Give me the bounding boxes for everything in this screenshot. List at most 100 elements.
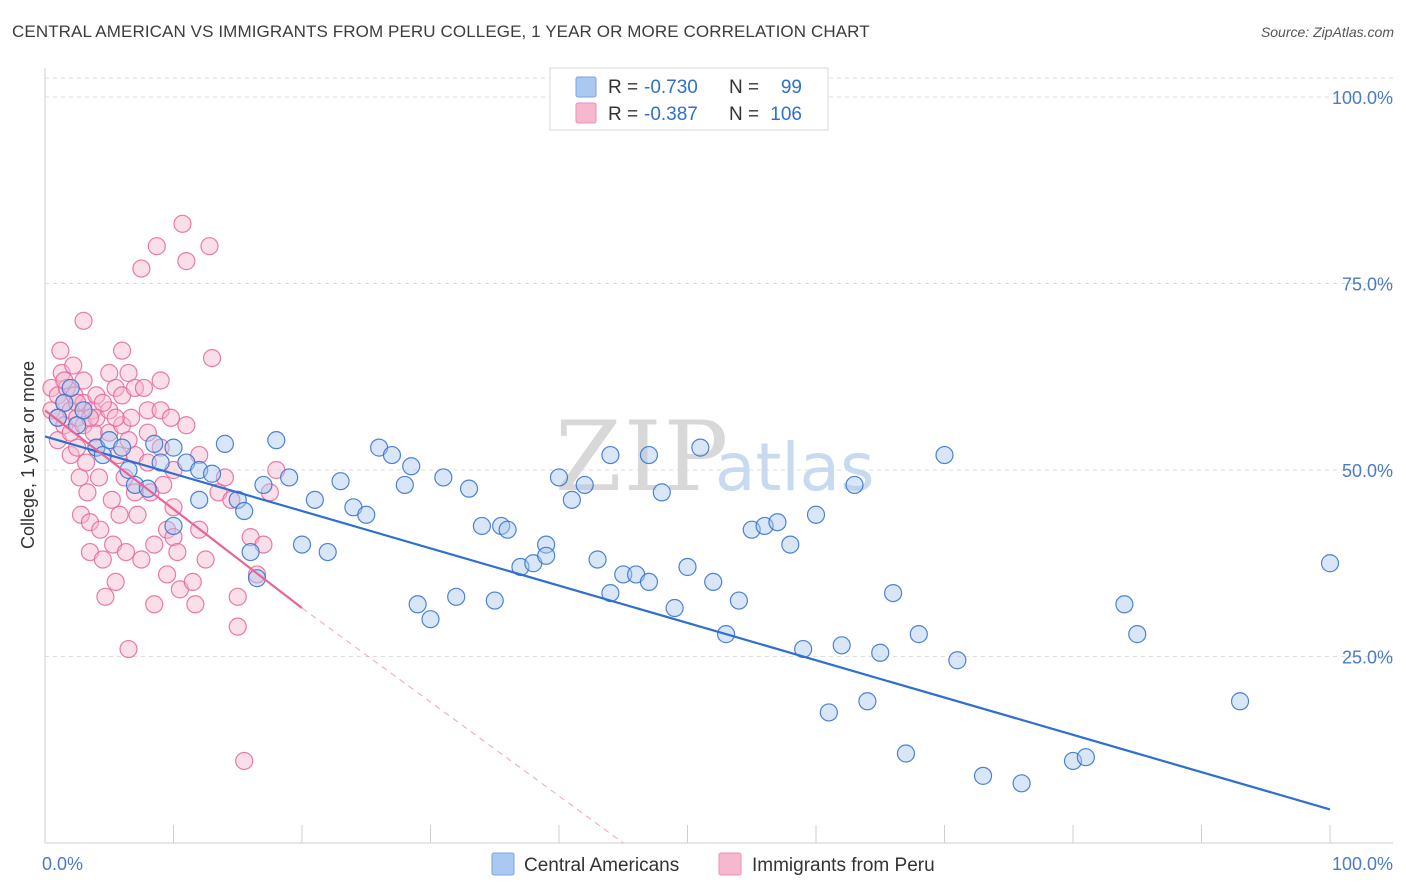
- data-point-peru: [134, 378, 154, 398]
- data-point-peru: [119, 431, 138, 450]
- series-immigrants-from-peru: [42, 214, 286, 771]
- data-point-central-american: [357, 505, 376, 524]
- data-point-central-american: [408, 595, 427, 614]
- data-point-central-american: [280, 468, 299, 487]
- data-point-central-american: [729, 591, 749, 610]
- data-point-peru: [132, 550, 151, 569]
- data-point-central-american: [562, 490, 581, 509]
- bottom-legend-immigrants-from-peru: Immigrants from Peru: [752, 855, 935, 876]
- data-point-peru: [110, 505, 129, 524]
- legend-swatch-pink: [575, 102, 597, 124]
- data-point-central-american: [858, 692, 877, 711]
- data-point-peru: [200, 237, 219, 256]
- data-point-central-american: [973, 766, 993, 785]
- data-point-peru: [74, 311, 93, 330]
- data-point-central-american: [948, 651, 967, 670]
- data-point-peru: [106, 378, 125, 398]
- data-point-central-american: [639, 572, 659, 592]
- trend-line-peru-extension: [301, 607, 624, 844]
- data-point-central-american: [806, 505, 826, 524]
- data-point-peru: [93, 393, 112, 412]
- data-point-central-american: [1115, 595, 1134, 614]
- y-tick-label: 50.0%: [1342, 461, 1393, 481]
- y-tick-label: 75.0%: [1342, 275, 1393, 295]
- data-point-peru: [84, 423, 103, 442]
- data-point-peru: [228, 587, 247, 606]
- x-tick-labels: 0.0% 100.0%: [42, 854, 1393, 874]
- data-point-peru: [93, 550, 112, 569]
- y-tick-label: 25.0%: [1342, 648, 1393, 668]
- data-point-central-american: [305, 490, 324, 509]
- data-point-peru: [177, 252, 196, 271]
- data-point-central-american: [935, 445, 954, 465]
- trend-line-central-americans: [44, 435, 1331, 811]
- data-point-central-american: [832, 636, 851, 655]
- data-point-peru: [202, 349, 222, 368]
- data-point-central-american: [678, 557, 697, 577]
- data-point-peru: [138, 401, 157, 420]
- data-point-central-american: [871, 643, 890, 662]
- data-point-peru: [87, 386, 106, 405]
- data-point-peru: [77, 453, 96, 472]
- data-point-central-american: [704, 572, 723, 592]
- y-tick-label: 100.0%: [1332, 88, 1393, 108]
- data-point-central-american: [112, 438, 132, 457]
- data-point-central-american: [247, 569, 267, 588]
- data-point-central-american: [652, 483, 671, 502]
- data-point-central-american: [164, 438, 183, 457]
- data-point-central-american: [48, 408, 67, 427]
- legend-r-label: R =: [608, 77, 638, 98]
- data-point-central-american: [1230, 692, 1250, 711]
- data-point-central-american: [845, 475, 864, 495]
- data-point-central-american: [331, 472, 350, 491]
- data-point-peru: [183, 572, 202, 592]
- data-point-peru: [161, 408, 181, 427]
- watermark-zip: ZIP: [555, 401, 730, 513]
- x-tick-label: 100.0%: [1332, 854, 1393, 874]
- data-point-peru: [89, 468, 109, 487]
- legend-n-value: 106: [770, 104, 802, 125]
- data-point-central-american: [447, 587, 466, 606]
- bottom-legend: Central Americans Immigrants from Peru: [491, 852, 935, 876]
- data-point-central-american: [421, 610, 440, 629]
- gridlines: [45, 77, 1393, 657]
- data-point-peru: [96, 587, 115, 606]
- data-point-peru: [106, 408, 125, 427]
- legend-n-label: N =: [729, 77, 759, 98]
- data-point-peru: [106, 572, 125, 592]
- data-point-peru: [145, 535, 164, 554]
- data-point-peru: [119, 639, 138, 659]
- legend-r-value: -0.387: [644, 104, 698, 125]
- trend-line-peru: [44, 409, 303, 609]
- data-point-peru: [196, 550, 215, 569]
- data-point-peru: [228, 617, 247, 636]
- data-point-peru: [121, 408, 141, 427]
- data-point-central-american: [1320, 554, 1340, 573]
- data-point-central-american: [1012, 774, 1031, 793]
- trend-lines: [44, 409, 1331, 844]
- data-point-central-american: [215, 434, 234, 453]
- data-point-central-american: [241, 542, 260, 562]
- data-point-peru: [102, 490, 121, 509]
- data-point-central-american: [267, 431, 286, 450]
- data-point-peru: [177, 416, 196, 435]
- data-point-central-american: [588, 550, 607, 569]
- bottom-legend-swatch-pink: [718, 852, 742, 876]
- data-point-central-american: [459, 479, 479, 498]
- data-point-peru: [55, 371, 74, 390]
- legend: R = -0.730 N = 99 R = -0.387 N = 106: [549, 67, 829, 131]
- data-point-peru: [235, 751, 254, 771]
- data-point-peru: [78, 483, 97, 502]
- data-point-peru: [157, 565, 177, 584]
- data-point-central-american: [896, 744, 916, 763]
- data-point-central-american: [819, 703, 838, 722]
- data-point-central-american: [909, 625, 928, 644]
- data-point-central-american: [575, 475, 594, 495]
- data-point-peru: [132, 259, 151, 278]
- data-point-peru: [138, 423, 157, 442]
- axes: [44, 68, 1393, 844]
- y-axis-label: College, 1 year or more: [18, 361, 38, 549]
- data-point-peru: [151, 371, 170, 390]
- legend-r-value: -0.730: [644, 77, 698, 98]
